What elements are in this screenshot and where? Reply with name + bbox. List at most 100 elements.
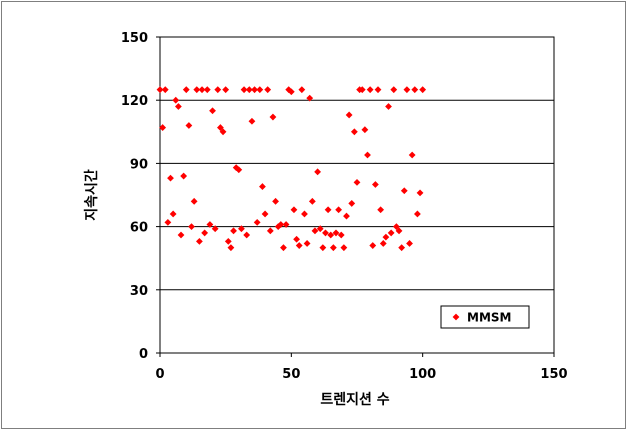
x-axis-label: 트렌지션 수 <box>320 391 389 408</box>
data-point-34 <box>245 86 253 94</box>
data-point-51 <box>290 206 298 214</box>
data-point-29 <box>232 164 240 172</box>
data-point-52 <box>293 235 300 243</box>
data-point-32 <box>240 86 248 94</box>
data-point-10 <box>182 86 190 94</box>
data-point-31 <box>238 225 245 233</box>
data-point-79 <box>364 151 371 159</box>
data-point-19 <box>206 221 214 228</box>
data-point-57 <box>306 94 314 102</box>
data-point-26 <box>224 237 232 245</box>
data-point-35 <box>248 117 256 125</box>
data-point-70 <box>340 244 348 252</box>
data-point-95 <box>406 240 413 247</box>
data-point-11 <box>185 122 193 129</box>
data-point-65 <box>327 231 335 239</box>
data-point-100 <box>419 86 427 94</box>
data-point-47 <box>280 244 287 252</box>
data-point-60 <box>314 168 321 176</box>
data-point-72 <box>345 111 353 119</box>
y-tick-label-120: 120 <box>121 94 148 109</box>
data-point-81 <box>369 242 377 249</box>
data-point-2 <box>161 86 169 94</box>
y-tick-label-90: 90 <box>130 157 148 172</box>
data-point-44 <box>272 197 279 205</box>
data-point-87 <box>385 103 392 110</box>
data-point-14 <box>193 86 201 94</box>
data-point-89 <box>390 86 398 94</box>
data-point-74 <box>350 128 358 136</box>
y-tick-label-0: 0 <box>139 347 148 362</box>
data-point-42 <box>266 227 274 235</box>
data-point-1 <box>159 124 167 131</box>
data-point-40 <box>261 210 269 218</box>
data-point-43 <box>269 113 277 121</box>
legend-label: MMSM <box>467 311 511 325</box>
data-point-86 <box>382 233 390 241</box>
data-point-80 <box>366 86 374 94</box>
data-point-56 <box>303 240 311 247</box>
y-axis-label: 지속시간 <box>83 169 100 221</box>
data-point-55 <box>301 210 308 218</box>
data-point-96 <box>408 151 416 159</box>
data-point-90 <box>393 223 400 230</box>
data-point-50 <box>287 88 295 96</box>
data-point-5 <box>169 210 177 218</box>
data-point-7 <box>174 103 182 110</box>
x-tick-label-0: 0 <box>155 367 164 382</box>
data-point-28 <box>230 227 237 235</box>
data-point-16 <box>198 86 206 94</box>
data-point-9 <box>180 172 188 180</box>
data-point-69 <box>337 231 345 239</box>
x-tick-label-100: 100 <box>409 367 436 382</box>
y-tick-label-150: 150 <box>121 31 148 46</box>
data-point-64 <box>324 206 332 214</box>
data-point-46 <box>277 221 285 228</box>
x-tick-label-50: 50 <box>282 367 300 382</box>
data-point-23 <box>217 124 224 131</box>
legend-marker <box>452 313 460 321</box>
data-point-68 <box>335 206 343 214</box>
data-point-33 <box>243 231 251 239</box>
data-point-67 <box>332 229 340 237</box>
data-point-98 <box>414 210 421 218</box>
data-point-99 <box>416 189 424 197</box>
data-point-93 <box>400 187 408 195</box>
data-point-53 <box>295 242 303 249</box>
data-point-0 <box>156 86 164 94</box>
data-point-22 <box>214 86 222 94</box>
data-point-73 <box>348 200 356 207</box>
data-point-75 <box>353 178 361 186</box>
data-point-49 <box>285 86 293 94</box>
data-point-59 <box>311 227 319 235</box>
data-point-41 <box>264 86 272 94</box>
data-point-88 <box>387 229 395 237</box>
data-point-21 <box>211 225 219 233</box>
data-point-91 <box>395 227 403 235</box>
data-point-20 <box>209 107 216 115</box>
data-point-17 <box>201 229 209 237</box>
data-point-58 <box>308 197 316 205</box>
data-point-13 <box>190 197 198 205</box>
data-point-24 <box>219 128 227 136</box>
data-point-38 <box>256 86 264 94</box>
data-point-39 <box>259 183 266 190</box>
data-point-48 <box>282 221 290 228</box>
data-point-12 <box>188 223 195 230</box>
data-point-83 <box>374 86 382 94</box>
y-tick-label-30: 30 <box>130 284 148 299</box>
data-point-97 <box>411 86 419 94</box>
data-point-66 <box>329 244 337 252</box>
data-point-63 <box>322 229 329 237</box>
data-point-30 <box>235 166 243 174</box>
data-point-85 <box>379 240 387 247</box>
data-point-4 <box>167 174 174 182</box>
data-point-77 <box>358 86 366 94</box>
data-point-18 <box>203 86 211 94</box>
data-point-27 <box>227 244 235 252</box>
data-point-71 <box>343 212 350 220</box>
data-point-3 <box>164 218 172 226</box>
data-point-92 <box>398 244 406 252</box>
data-point-62 <box>319 244 327 252</box>
